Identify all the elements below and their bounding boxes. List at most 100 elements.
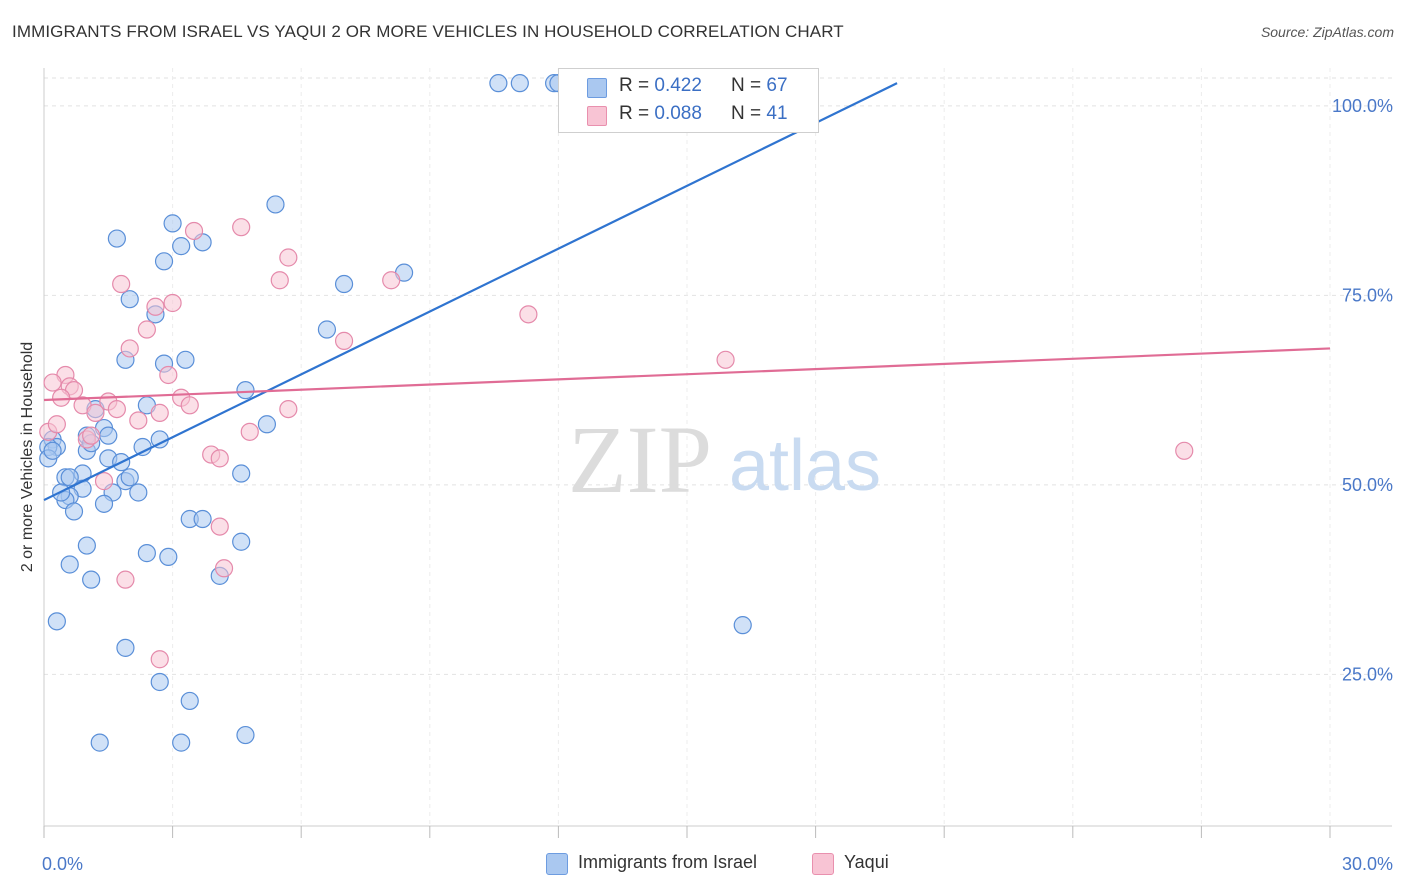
source-label: Source: ZipAtlas.com <box>1260 24 1394 40</box>
point-yaqui <box>163 293 182 313</box>
y-tick-label: 50.0% <box>1342 475 1393 495</box>
watermark-atlas: atlas <box>729 426 881 506</box>
legend-r: R = 0.422 <box>619 75 702 97</box>
point-israel <box>159 547 178 567</box>
n-label: N = <box>731 103 767 124</box>
point-yaqui <box>382 271 401 290</box>
point-israel <box>64 502 84 521</box>
point-yaqui <box>137 320 156 339</box>
point-israel <box>176 350 195 369</box>
legend-swatch-yaqui <box>587 106 607 126</box>
point-yaqui <box>86 403 105 422</box>
point-yaqui <box>82 426 101 445</box>
point-israel <box>90 733 109 752</box>
point-yaqui <box>43 373 62 392</box>
legend-r: R = 0.088 <box>619 103 702 125</box>
point-israel <box>163 214 182 233</box>
point-israel <box>120 290 139 309</box>
legend-n: N = 67 <box>731 75 788 97</box>
legend-row-israel: R = 0.422 N = 67 <box>559 73 818 101</box>
legend-swatch-yaqui <box>812 853 834 875</box>
point-yaqui <box>519 305 538 324</box>
point-israel <box>266 195 285 214</box>
point-yaqui <box>150 403 169 422</box>
point-israel <box>236 381 255 400</box>
x-tick-label: 0.0% <box>42 854 83 874</box>
point-israel <box>150 672 169 692</box>
point-yaqui <box>210 449 229 468</box>
point-israel <box>489 74 508 93</box>
legend-swatch-israel <box>546 853 568 875</box>
point-yaqui <box>146 297 165 316</box>
point-yaqui <box>159 365 178 385</box>
x-tick-label: 30.0% <box>1342 854 1393 874</box>
grid-lines <box>44 68 1392 826</box>
point-israel <box>120 468 139 487</box>
point-yaqui <box>184 221 204 241</box>
point-yaqui <box>214 559 234 578</box>
y-tick-label: 25.0% <box>1342 664 1393 684</box>
point-israel <box>232 464 251 483</box>
r-label: R = <box>619 103 655 124</box>
point-israel <box>60 468 79 487</box>
r-label: R = <box>619 75 655 96</box>
point-israel <box>733 616 752 635</box>
point-israel <box>172 733 191 752</box>
point-yaqui <box>210 517 229 536</box>
point-israel <box>107 229 126 248</box>
series-legend: Immigrants from Israel Yaqui <box>0 850 1406 878</box>
point-israel <box>172 237 191 256</box>
point-israel <box>510 74 529 93</box>
point-israel <box>154 252 174 271</box>
point-israel <box>47 612 66 631</box>
point-yaqui <box>52 388 71 407</box>
trend-line-israel <box>43 82 898 502</box>
legend-label-israel: Immigrants from Israel <box>578 852 758 872</box>
point-yaqui <box>279 248 298 267</box>
point-israel <box>137 544 156 563</box>
chart-title: IMMIGRANTS FROM ISRAEL VS YAQUI 2 OR MOR… <box>12 22 844 41</box>
n-value: 41 <box>766 103 788 124</box>
point-israel <box>317 320 337 339</box>
point-yaqui <box>112 274 131 294</box>
r-value: 0.422 <box>654 75 702 96</box>
point-yaqui <box>94 472 114 491</box>
watermark: ZIP atlas <box>568 406 881 513</box>
point-yaqui <box>270 271 289 290</box>
point-yaqui <box>107 400 126 419</box>
tick-labels: 25.0% 50.0% 75.0% 100.0% 0.0% 30.0% <box>42 96 1393 874</box>
watermark-zip: ZIP <box>568 406 712 513</box>
point-israel <box>99 426 118 445</box>
point-yaqui <box>240 422 259 441</box>
point-israel <box>116 638 135 657</box>
point-yaqui <box>120 339 139 358</box>
legend-swatch-israel <box>587 78 607 98</box>
point-israel <box>82 570 101 589</box>
point-yaqui <box>47 415 66 434</box>
legend-label-yaqui: Yaqui <box>844 852 889 872</box>
legend-row-yaqui: R = 0.088 N = 41 <box>559 101 818 129</box>
point-israel <box>129 483 148 502</box>
point-yaqui <box>150 650 169 669</box>
point-israel <box>193 509 212 529</box>
point-yaqui <box>116 570 135 589</box>
stats-legend: R = 0.422 N = 67 R = 0.088 N = 41 <box>558 68 819 133</box>
point-yaqui <box>232 218 251 237</box>
r-value: 0.088 <box>654 103 702 124</box>
point-yaqui <box>1175 441 1194 460</box>
point-yaqui <box>716 350 735 369</box>
n-label: N = <box>731 75 767 96</box>
point-yaqui <box>334 331 354 350</box>
point-israel <box>60 555 79 574</box>
point-israel <box>257 415 277 434</box>
legend-n: N = 41 <box>731 103 788 125</box>
trend-lines <box>43 82 1331 502</box>
n-value: 67 <box>766 75 788 96</box>
data-points <box>39 74 1194 752</box>
point-israel <box>77 536 96 555</box>
point-israel <box>232 532 251 551</box>
trend-line-yaqui <box>43 347 1331 402</box>
point-israel <box>94 494 114 513</box>
point-israel <box>43 441 62 460</box>
